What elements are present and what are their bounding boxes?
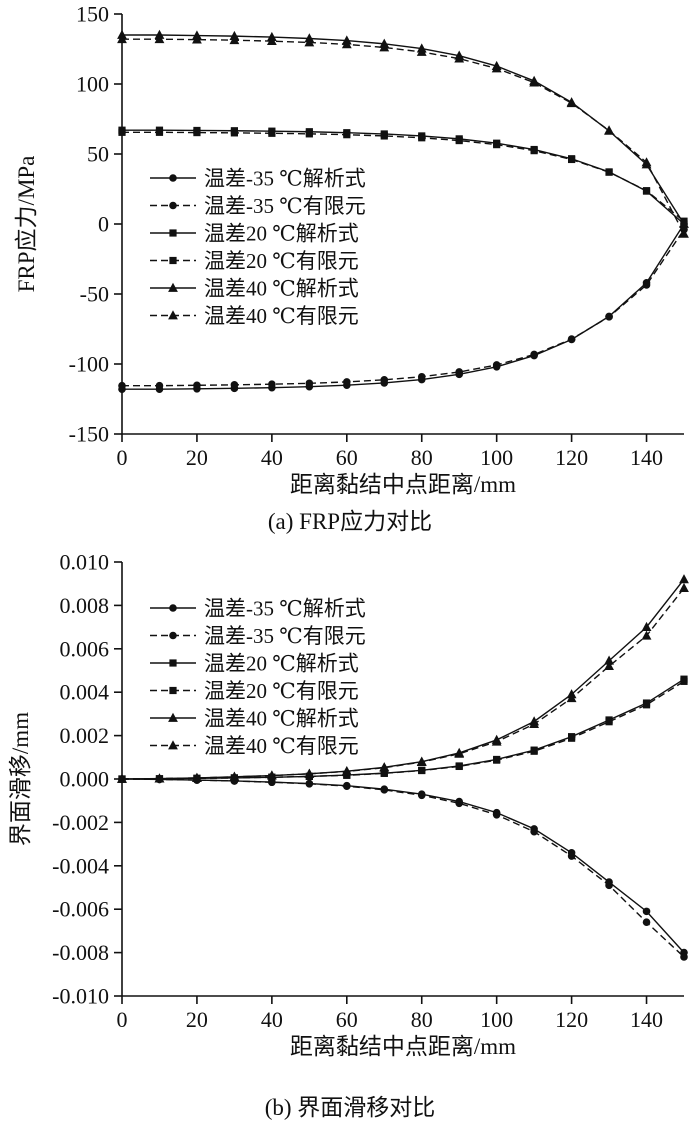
series-triangle-solid: [117, 573, 689, 783]
legend-label: 温差-35 ℃有限元: [204, 194, 366, 218]
legend-label: 温差20 ℃解析式: [204, 222, 359, 246]
chart-b-block: 0.010 0.008 0.006 0.004 0.002 0.000 -0.002 -0.0…: [0, 546, 700, 1086]
series-triangle-dashed: [117, 582, 689, 783]
svg-text:100: 100: [480, 1007, 513, 1032]
legend-label: 温差-35 ℃解析式: [204, 167, 366, 191]
chart-a-block: 150 100 50 0 -50 -100 -150 0 20 40 60 80 100 120 140 距离…: [0, 0, 700, 500]
svg-text:-0.004: -0.004: [52, 853, 109, 878]
x-axis-ticks: 0 20 40 60 80 100 120 140: [117, 995, 663, 1032]
svg-text:-0.010: -0.010: [52, 983, 109, 1008]
chart-a-canvas: 150 100 50 0 -50 -100 -150 0 20 40 60 80 100 120 140 距离…: [14, 2, 689, 497]
y-axis-ticks: 0.010 0.008 0.006 0.004 0.002 0.000 -0.002 -0.0…: [52, 549, 122, 1008]
svg-text:60: 60: [336, 445, 358, 470]
y-axis-label: 界面滑移/mm: [8, 711, 33, 845]
chart-b-caption: (b) 界面滑移对比: [264, 1094, 436, 1120]
y-axis-label: FRP应力/MPa: [14, 156, 39, 293]
svg-text:0.006: 0.006: [60, 636, 110, 661]
svg-text:100: 100: [480, 445, 513, 470]
series-square-dashed: [118, 128, 688, 225]
svg-text:80: 80: [411, 1007, 433, 1032]
svg-text:50: 50: [87, 142, 109, 167]
chart-b-canvas: 0.010 0.008 0.006 0.004 0.002 0.000 -0.002 -0.0…: [8, 549, 689, 1059]
svg-text:-150: -150: [69, 422, 109, 447]
y-axis-ticks: 150 100 50 0 -50 -100 -150: [69, 2, 122, 447]
legend-label: 温差40 ℃解析式: [204, 277, 359, 301]
svg-text:-0.002: -0.002: [52, 809, 109, 834]
legend-label: 温差-35 ℃解析式: [204, 596, 366, 620]
svg-text:0.010: 0.010: [60, 549, 110, 574]
svg-text:0: 0: [117, 445, 128, 470]
svg-text:-50: -50: [80, 282, 109, 307]
svg-text:120: 120: [555, 1007, 588, 1032]
svg-text:100: 100: [76, 72, 109, 97]
x-axis-ticks: 0 20 40 60 80 100 120 140: [117, 434, 663, 470]
svg-text:40: 40: [261, 1007, 283, 1032]
svg-text:80: 80: [411, 445, 433, 470]
legend-label: 温差40 ℃有限元: [204, 304, 359, 328]
svg-text:0.008: 0.008: [60, 592, 110, 617]
legend-label: 温差20 ℃解析式: [204, 651, 359, 675]
series-circle-dashed: [118, 774, 688, 961]
series-circle-dashed: [118, 225, 688, 390]
series-triangle-solid: [117, 29, 689, 228]
svg-text:20: 20: [186, 445, 208, 470]
legend-label: 温差-35 ℃有限元: [204, 624, 366, 648]
svg-text:20: 20: [186, 1007, 208, 1032]
series-circle-solid: [118, 774, 688, 956]
svg-text:-0.008: -0.008: [52, 940, 109, 965]
legend-label: 温差20 ℃有限元: [204, 679, 359, 703]
chart-a-caption: (a) FRP应力对比: [267, 509, 433, 534]
svg-text:140: 140: [630, 1007, 663, 1032]
svg-text:0.000: 0.000: [60, 766, 110, 791]
svg-text:0.002: 0.002: [60, 723, 110, 748]
svg-text:60: 60: [336, 1007, 358, 1032]
legend-label: 温差40 ℃有限元: [204, 734, 359, 758]
series-triangle-dashed: [117, 34, 689, 238]
svg-text:0.004: 0.004: [60, 679, 110, 704]
x-axis-label: 距离黏结中点距离/mm: [290, 472, 516, 497]
legend-label: 温差40 ℃解析式: [204, 706, 359, 730]
svg-text:150: 150: [76, 2, 109, 27]
svg-text:120: 120: [555, 445, 588, 470]
svg-text:-100: -100: [69, 352, 109, 377]
svg-text:140: 140: [630, 445, 663, 470]
svg-text:0: 0: [117, 1007, 128, 1032]
x-axis-label: 距离黏结中点距离/mm: [290, 1034, 516, 1059]
svg-text:-0.006: -0.006: [52, 896, 109, 921]
svg-text:0: 0: [98, 212, 109, 237]
legend-label: 温差20 ℃有限元: [204, 249, 359, 273]
svg-text:40: 40: [261, 445, 283, 470]
